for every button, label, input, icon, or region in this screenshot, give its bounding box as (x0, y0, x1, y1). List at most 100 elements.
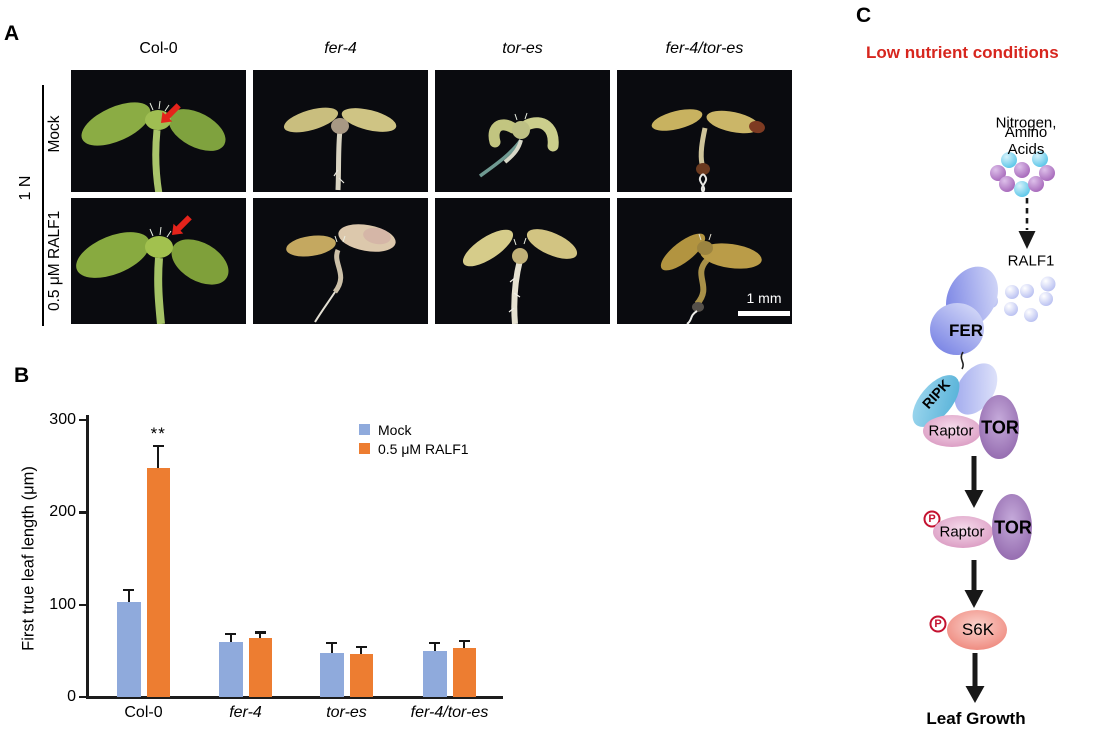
raptor-shape-2 (933, 516, 993, 548)
y-tick-300 (79, 419, 87, 422)
legend-label-mock: Mock (378, 421, 412, 438)
seedling-art-fer4-ralf1 (286, 224, 396, 323)
y-tick-label-100: 100 (49, 595, 76, 613)
tor-label-2: TOR (994, 517, 1032, 538)
red-arrow-icon (172, 215, 192, 235)
tor-shape-2 (992, 494, 1032, 560)
micrograph-fer4tores-mock (617, 70, 792, 192)
bar-0-5-m-ralf1-tor-es (349, 653, 373, 697)
error-cap-0-5-m-ralf1-tor-es (355, 646, 367, 649)
chart-legend: Mock 0.5 μM RALF1 (359, 420, 469, 458)
error-cap-mock-col-0 (123, 588, 135, 592)
y-tick-label-0: 0 (67, 688, 76, 705)
seedling-art-fer4tores-ralf1 (660, 233, 762, 324)
bar-mock-tor-es (320, 652, 344, 697)
x-category-col-0: Col-0 (124, 704, 163, 721)
error-cap-0-5-m-ralf1-fer-4 (254, 631, 266, 634)
arrow-3-icon (965, 653, 985, 703)
raptor-label-2: Raptor (939, 523, 985, 541)
nutrients-label-line2: Amino Acids (1004, 124, 1048, 158)
x-category-fer-4-tor-es: fer-4/tor-es (410, 704, 489, 721)
micrograph-col0-mock (71, 70, 246, 192)
raptor-label: Raptor (928, 422, 974, 440)
error-bar-mock-tor-es (330, 642, 333, 653)
condition-label-1n: 1 N (17, 175, 34, 201)
dashed-arrow-icon (1018, 198, 1036, 249)
error-cap-0-5-m-ralf1-col-0 (152, 444, 164, 448)
s6k-shape (947, 610, 1007, 650)
pathway-diagram-art (912, 151, 1056, 703)
legend-item-mock: Mock (359, 420, 469, 439)
micrograph-fer4tores-ralf1 (617, 198, 792, 324)
error-bar-0-5-m-ralf1-col-0 (157, 445, 160, 468)
x-category-tor-es: tor-es (326, 704, 367, 721)
y-tick-0 (79, 696, 87, 699)
phospho-circle-1 (923, 510, 941, 528)
nutrient-dots-icon (990, 151, 1055, 197)
micrograph-tores-mock (435, 70, 610, 192)
panel-c-label: C (856, 4, 872, 27)
y-tick-200 (79, 511, 87, 514)
error-cap-mock-fer-4 (225, 633, 237, 636)
scale-bar-label: 1 mm (746, 290, 782, 306)
bar-mock-fer-4 (219, 641, 243, 697)
error-bar-0-5-m-ralf1-tor-es (360, 647, 363, 654)
scale-bar (738, 311, 790, 316)
micrograph-fer4-ralf1 (253, 198, 428, 324)
row-label-mock: Mock (46, 115, 63, 153)
column-title-fer-4-tor-es: fer-4/tor-es (665, 40, 744, 57)
legend-swatch-0-5-m-ralf1 (359, 443, 370, 454)
bar-0-5-m-ralf1-fer-4-tor-es (452, 648, 476, 697)
y-axis-line (86, 415, 89, 699)
tor-label: TOR (981, 417, 1019, 438)
condition-bracket-line (42, 85, 44, 326)
error-bar-mock-col-0 (127, 589, 130, 602)
phospho-label-2: P (934, 618, 942, 630)
error-bar-mock-fer-4-tor-es (433, 642, 436, 651)
nutrients-label-line1: Nitrogen, (995, 114, 1057, 132)
x-axis-line (86, 696, 503, 699)
seedling-art-col0-ralf1 (76, 215, 229, 324)
significance-marker: ** (150, 423, 166, 443)
seedling-art-fer4tores-mock (651, 109, 765, 192)
micrograph-fer4-mock (253, 70, 428, 192)
seedling-art-fer4-mock (283, 107, 397, 191)
phospho-circle-2 (929, 615, 947, 633)
arrow-2-icon (964, 560, 984, 608)
row-label-ralf1: 0.5 μM RALF1 (46, 210, 63, 311)
tor-shape (979, 395, 1019, 459)
error-cap-mock-fer-4-tor-es (429, 641, 441, 644)
bar-mock-col-0 (117, 601, 141, 697)
y-tick-label-300: 300 (49, 411, 76, 428)
bar-mock-fer-4-tor-es (423, 650, 447, 697)
legend-swatch-mock (359, 424, 370, 435)
panel-a-label: A (4, 22, 20, 45)
panel-b-label: B (14, 364, 30, 387)
fer-label: FER (949, 321, 983, 340)
column-title-col-0: Col-0 (139, 40, 178, 57)
fer-receptor-shape (930, 266, 998, 415)
arrow-1-icon (964, 456, 984, 508)
column-title-tor-es: tor-es (502, 40, 543, 57)
ripk-shape (912, 375, 960, 427)
legend-label-0-5-m-ralf1: 0.5 μM RALF1 (378, 440, 469, 457)
error-cap-mock-tor-es (326, 641, 338, 644)
s6k-label: S6K (961, 620, 995, 639)
error-bar-0-5-m-ralf1-fer-4 (259, 632, 262, 638)
error-cap-0-5-m-ralf1-fer-4-tor-es (458, 639, 470, 642)
raptor-shape (923, 415, 981, 447)
x-category-fer-4: fer-4 (229, 704, 262, 721)
red-arrow-icon (161, 103, 181, 123)
seedling-art-col0-mock (81, 100, 226, 192)
bar-0-5-m-ralf1-col-0 (146, 468, 170, 697)
ralf1-label: RALF1 (1007, 252, 1055, 270)
micrograph-tores-ralf1 (435, 198, 610, 324)
seedling-art-tores-ralf1 (462, 229, 578, 324)
phospho-label-1: P (928, 513, 936, 525)
y-axis-title: First true leaf length (μm) (19, 466, 38, 651)
y-tick-100 (79, 603, 87, 606)
column-title-fer-4: fer-4 (324, 40, 357, 57)
micrograph-col0-ralf1 (71, 198, 246, 324)
y-tick-label-200: 200 (49, 503, 76, 521)
